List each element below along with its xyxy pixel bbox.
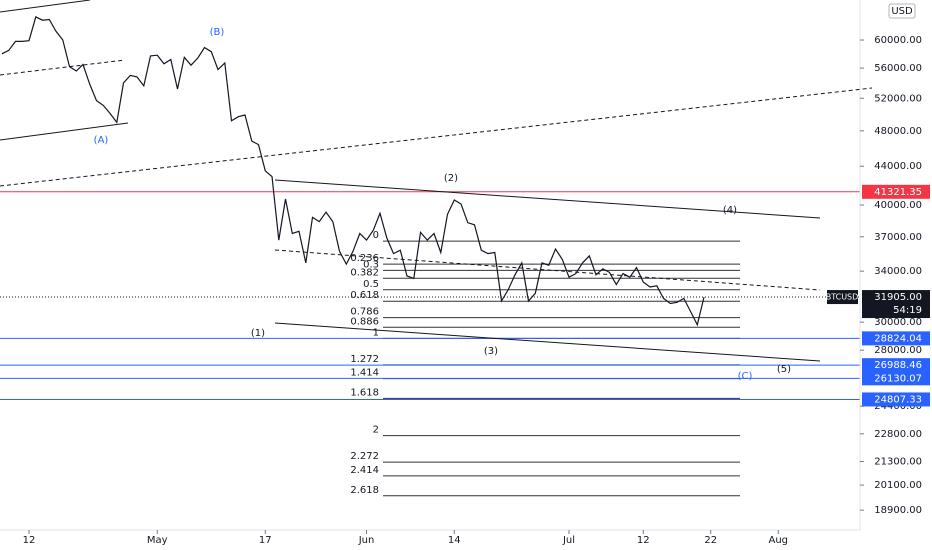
x-tick-label: Jun: [358, 535, 375, 546]
y-tick-label: 24400.00: [874, 401, 922, 412]
y-tick-label: 56000.00: [874, 63, 922, 74]
y-tick-label: 60000.00: [874, 35, 922, 46]
fib-label: 2.618: [350, 485, 379, 496]
price-tag-label: 28824.04: [874, 333, 922, 344]
fib-label: 0.886: [350, 316, 379, 327]
fib-label: 0.382: [350, 267, 379, 278]
last-price-tag: [862, 290, 930, 319]
fib-label: 2.272: [350, 451, 379, 462]
wave-label: (A): [94, 135, 109, 146]
price-tag-label: 24807.33: [874, 394, 922, 405]
price-tag-label: 26988.46: [874, 360, 922, 371]
trend-line: [0, 122, 129, 141]
wave-label: (3): [484, 346, 498, 357]
fib-label: 0.786: [350, 307, 379, 318]
x-tick-label: 17: [259, 535, 272, 546]
currency-label: USD: [891, 6, 913, 17]
trend-line: [0, 0, 91, 13]
price-tag: [862, 392, 930, 407]
x-tick-label: 12: [637, 535, 650, 546]
fib-label: 2.414: [350, 465, 379, 476]
price-tag: [862, 358, 930, 373]
y-tick-label: 40000.00: [874, 200, 922, 211]
fib-label: 0: [373, 230, 379, 241]
x-tick-label: 22: [704, 535, 717, 546]
x-tick-label: 14: [448, 535, 461, 546]
y-tick-label: 52000.00: [874, 93, 922, 104]
price-tag: [862, 371, 930, 386]
trend-line: [274, 322, 821, 362]
fib-label: 0.618: [350, 290, 379, 301]
y-tick-label: 34000.00: [874, 266, 922, 277]
x-tick-label: 12: [23, 535, 36, 546]
fib-label: 1.272: [350, 354, 379, 365]
countdown: 54:19: [893, 305, 922, 316]
y-tick-label: 20100.00: [874, 480, 922, 491]
x-tick-label: Jul: [562, 535, 575, 546]
x-tick-label: May: [147, 535, 168, 546]
y-tick-label: 28000.00: [874, 345, 922, 356]
price-tag-label: 26130.07: [874, 373, 922, 384]
fib-label: 0.3: [363, 259, 379, 270]
y-tick-label: 44000.00: [874, 161, 922, 172]
wave-label: (B): [210, 27, 225, 38]
fib-label: 0.5: [363, 279, 379, 290]
price-tag: [862, 331, 930, 346]
x-tick-label: Aug: [768, 535, 788, 546]
trend-line: [0, 87, 873, 187]
y-tick-label: 21300.00: [874, 456, 922, 467]
currency-box: [888, 3, 916, 19]
symbol-label: BTCUSD: [826, 293, 859, 302]
fib-label: 1.414: [350, 368, 379, 379]
y-tick-label: 18900.00: [874, 505, 922, 516]
wave-label: (4): [723, 205, 737, 216]
price-tag-label: 41321.35: [874, 187, 922, 198]
wave-label: (2): [444, 173, 458, 184]
wave-label: (C): [738, 371, 753, 382]
y-tick-label: 30000.00: [874, 317, 922, 328]
fib-label: 0.236: [350, 253, 379, 264]
y-tick-label: 37000.00: [874, 232, 922, 243]
symbol-tag: [827, 290, 858, 305]
wave-label: (1): [251, 328, 265, 339]
price-line-series: [1, 16, 705, 327]
wave-label: (5): [777, 364, 791, 375]
price-tag: [862, 184, 930, 199]
y-tick-label: 22800.00: [874, 429, 922, 440]
trend-line: [274, 249, 821, 291]
fib-label: 1: [373, 327, 379, 338]
y-tick-label: 48000.00: [874, 126, 922, 137]
trend-line: [274, 179, 821, 219]
fib-label: 2: [373, 425, 379, 436]
last-price-label: 31905.00: [874, 292, 922, 303]
fib-label: 1.618: [350, 387, 379, 398]
